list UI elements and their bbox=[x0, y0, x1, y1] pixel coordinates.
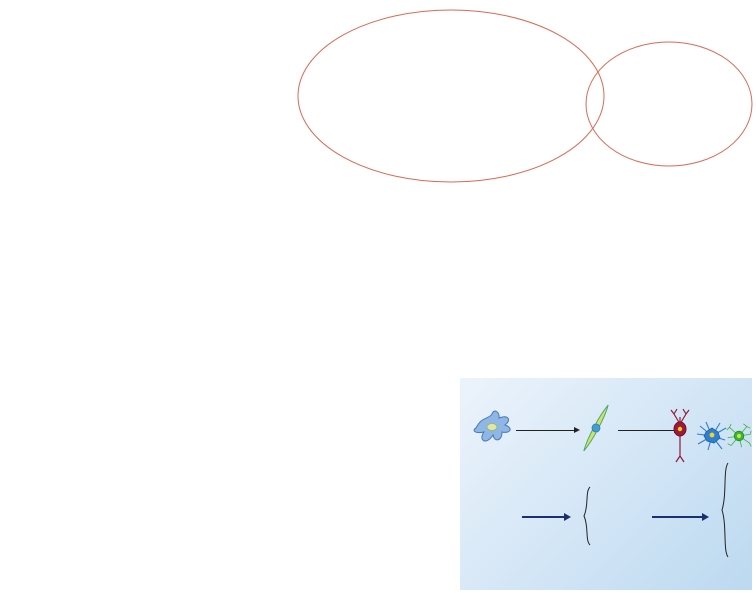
glial-cluster-ellipse bbox=[585, 41, 753, 167]
neuronal-cluster-ellipse bbox=[297, 9, 605, 183]
insc-cell-illustration bbox=[583, 404, 609, 452]
differentiation-arrow bbox=[618, 427, 680, 433]
astrocyte-illustration bbox=[696, 421, 727, 451]
heatmap-scr029 bbox=[194, 24, 268, 182]
tf-brace bbox=[583, 486, 591, 546]
tf-to-markers-arrow bbox=[652, 512, 709, 521]
motif-column-minsc10 bbox=[4, 196, 172, 386]
factors-to-tf-arrow bbox=[522, 512, 571, 521]
oligodendrocyte-illustration bbox=[726, 423, 752, 448]
somatic-cell-illustration bbox=[473, 410, 511, 442]
heatmap-minsc10 bbox=[110, 24, 184, 182]
panel-h bbox=[460, 378, 752, 590]
go-term-network bbox=[297, 9, 753, 183]
neuron-illustration bbox=[670, 408, 690, 463]
markers-brace bbox=[721, 462, 729, 558]
reprogramming-arrow bbox=[516, 427, 580, 433]
motif-column-scr029 bbox=[158, 196, 342, 386]
